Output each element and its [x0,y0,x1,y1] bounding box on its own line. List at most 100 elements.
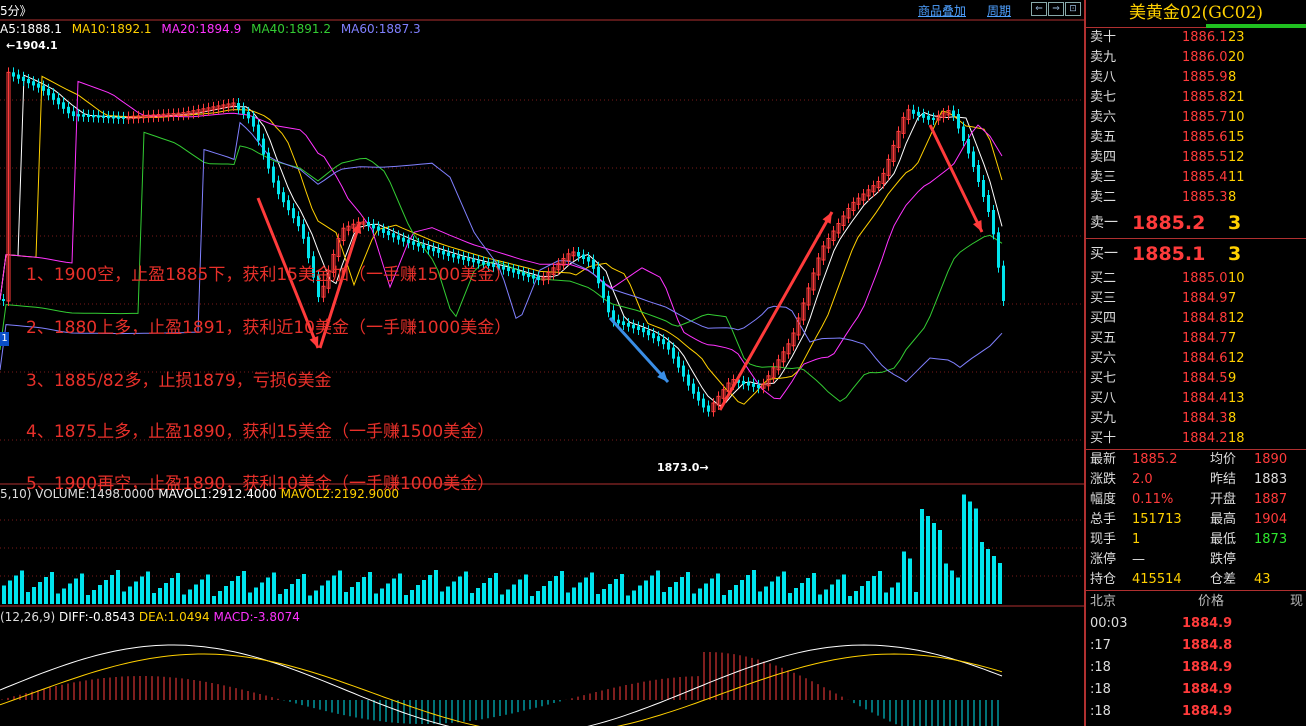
bid-book: 买二 1885.0 10 买三 1884.9 7 买四 1884.8 12 买五 1884.7 7 买六… [1086,269,1306,449]
ask-row[interactable]: 卖十 1886.1 23 [1086,28,1306,48]
bid-row[interactable]: 买十 1884.2 18 [1086,429,1306,449]
volume-bar [548,581,552,604]
volume-bar [302,574,306,604]
volume-bar [608,584,612,604]
volume-bar [824,589,828,604]
tick-row[interactable]: :18 1884.9 [1086,657,1306,679]
candle-body [952,110,955,116]
candle-body [556,262,561,271]
expand-button[interactable]: ⊡ [1065,2,1081,16]
candle-body [131,115,136,120]
candle-body [377,226,380,231]
volume-bar [704,583,708,604]
tick-price: 1884.9 [1182,682,1233,697]
candle-body [786,343,791,355]
candle-body [987,195,990,212]
bid-row[interactable]: 买四 1884.8 12 [1086,309,1306,329]
left-axis-marker[interactable]: 1 [0,332,9,346]
volume-bar [170,578,174,604]
ask-row[interactable]: 卖三 1885.4 11 [1086,168,1306,188]
ask-row[interactable]: 卖八 1885.9 8 [1086,68,1306,88]
macd-legend: (12,26,9) DIFF:-0.8543 DEA:1.0494 MACD:-… [0,610,300,624]
tick-price: 1884.9 [1182,660,1233,675]
volume-bar [122,591,126,604]
ask-row[interactable]: 卖九 1886.0 20 [1086,48,1306,68]
candle-body [806,287,811,306]
volume-bar [44,577,48,604]
volume-bar [188,589,192,604]
tick-row[interactable]: :18 1884.9 [1086,679,1306,701]
volume-bar [260,582,264,604]
ask-row[interactable]: 卖二 1885.3 8 [1086,188,1306,208]
tick-row[interactable]: :18 1884.9 [1086,701,1306,723]
volume-bar [818,594,822,604]
volume-bar [848,596,852,604]
bid-label: 买五 [1090,331,1117,346]
bid-row[interactable]: 买八 1884.4 13 [1086,389,1306,409]
best-bid-row[interactable]: 买一 1885.1 3 [1086,239,1306,269]
candle-body [6,71,11,302]
volume-bar [248,592,252,604]
volume-bar [758,591,762,604]
candle-body [196,109,201,114]
bid-row[interactable]: 买五 1884.7 7 [1086,329,1306,349]
candle-body [452,254,455,258]
candle-body [181,112,186,116]
tick-list[interactable]: 00:03 1884.9:17 1884.8:18 1884.9:18 1884.9:1… [1086,613,1306,723]
bid-row[interactable]: 买三 1884.9 7 [1086,289,1306,309]
best-ask-row[interactable]: 卖一 1885.2 3 [1086,208,1306,238]
candle-body [682,365,685,377]
ask-qty: 20 [1228,50,1245,65]
ask-label: 卖四 [1090,150,1117,165]
bid-row[interactable]: 买六 1884.6 12 [1086,349,1306,369]
candle-body [957,114,960,129]
volume-bar [74,578,78,604]
candle-body [757,384,760,389]
stat-label: 持仓 [1090,572,1117,587]
tick-row[interactable]: 00:03 1884.9 [1086,613,1306,635]
volume-bar [374,593,378,604]
volume-bar [638,585,642,604]
prev-button[interactable]: ⇐ [1031,2,1047,16]
ask-row[interactable]: 卖六 1885.7 10 [1086,108,1306,128]
ask-row[interactable]: 卖七 1885.8 21 [1086,88,1306,108]
volume-bar [404,595,408,604]
volume-bar [224,586,228,604]
volume-bar [92,590,96,604]
candle-body [126,116,131,120]
kline-chart-area[interactable]: 5分》 商品叠加 周期 ⇐ ⇒ ⊡ A5:1888.1 MA10:1892.1 … [0,0,1084,726]
tick-row[interactable]: :17 1884.8 [1086,635,1306,657]
candle-body [612,310,615,322]
kline-chart-canvas[interactable] [0,0,1084,726]
ask-label: 卖八 [1090,70,1117,85]
volume-bar [788,593,792,604]
volume-bar [254,587,258,604]
candle-body [707,405,710,412]
overlay-tab[interactable]: 商品叠加 [918,4,967,18]
cycle-tab[interactable]: 周期 [987,4,1012,18]
bid-row[interactable]: 买二 1885.0 10 [1086,269,1306,289]
candle-body [561,257,566,266]
candle-body [602,281,605,298]
ask-row[interactable]: 卖五 1885.6 15 [1086,128,1306,148]
bid-label: 买九 [1090,411,1117,426]
stats-row: 现手 1 最低 1873 [1086,530,1306,550]
period-tab[interactable]: 5分》 [0,4,32,18]
bid-row[interactable]: 买七 1884.5 9 [1086,369,1306,389]
candle-body [176,112,181,117]
ask-label: 卖五 [1090,130,1117,145]
volume-bar [584,577,588,604]
volume-bar [326,580,330,604]
volume-bar [626,595,630,604]
volume-bar [932,523,936,604]
stat-label: 涨跌 [1090,472,1117,487]
candle-body [331,253,336,273]
bid-row[interactable]: 买九 1884.3 8 [1086,409,1306,429]
volume-bar [746,575,750,604]
next-button[interactable]: ⇒ [1048,2,1064,16]
candle-body [761,383,766,389]
ask-qty: 8 [1228,190,1237,205]
volume-bar [98,585,102,604]
ask-row[interactable]: 卖四 1885.5 12 [1086,148,1306,168]
volume-bar [290,584,294,604]
